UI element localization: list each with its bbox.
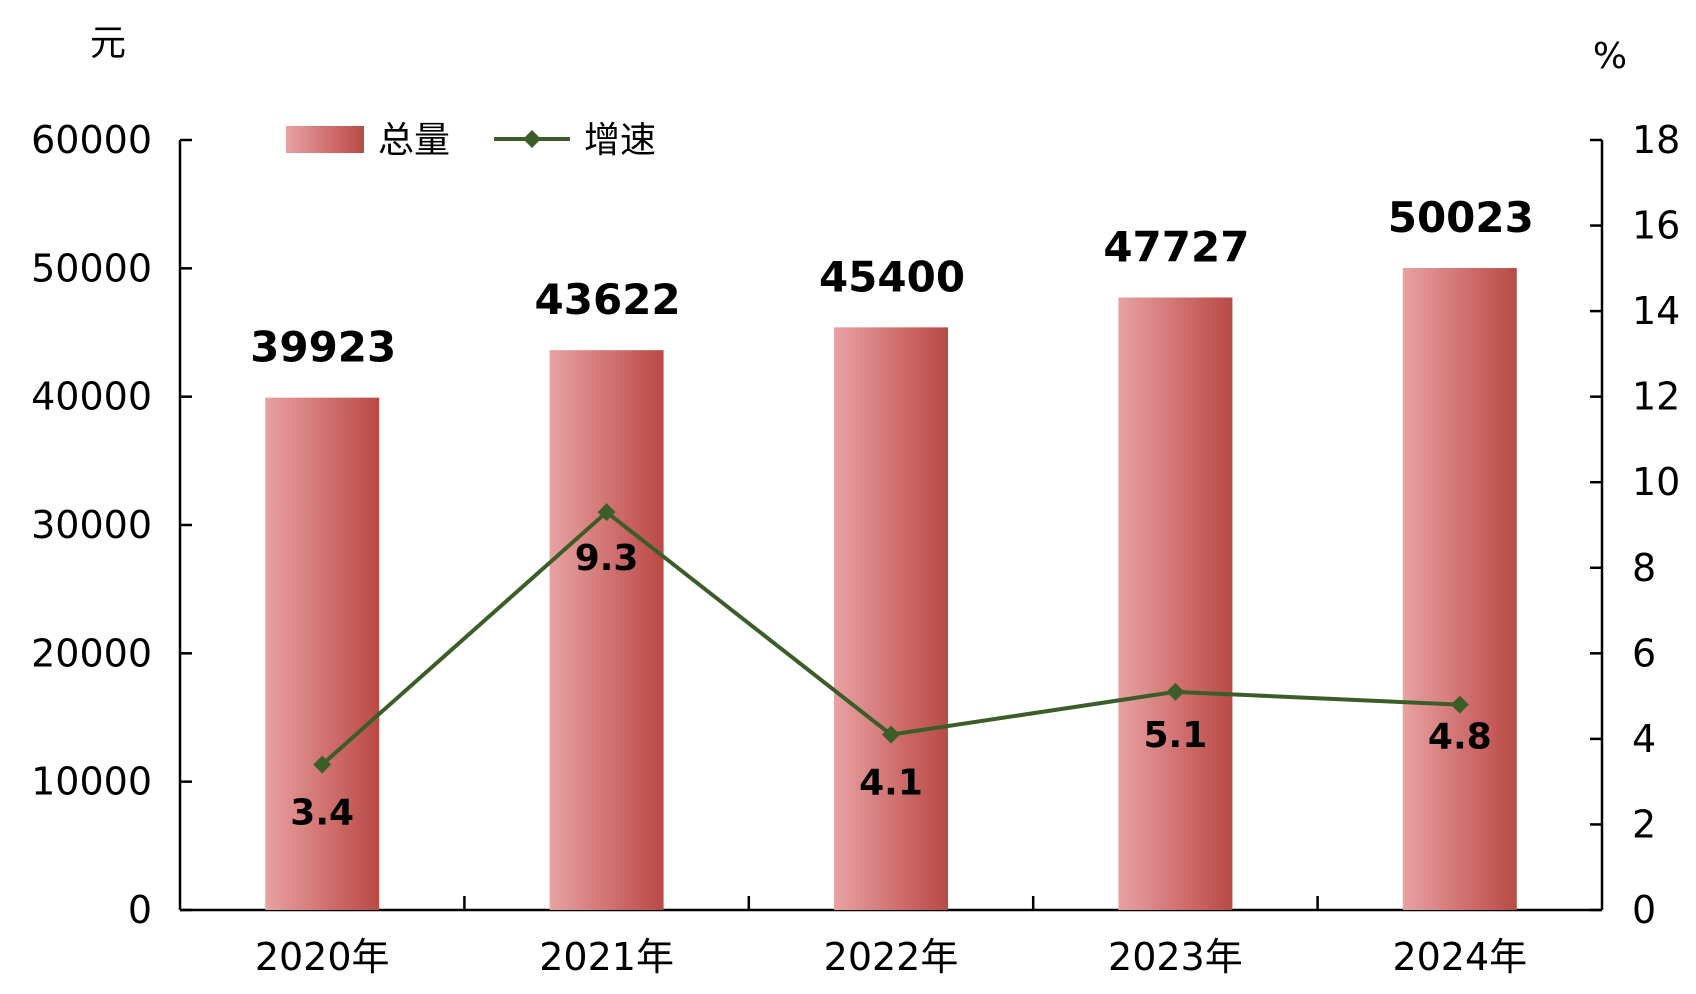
right-tick-label: 16: [1632, 204, 1680, 248]
legend-line-marker: [523, 130, 541, 148]
bar: [1402, 268, 1517, 910]
bar: [265, 397, 380, 910]
x-tick-label: 2023年: [1108, 935, 1243, 979]
x-tick-label: 2020年: [255, 935, 390, 979]
growth-point: [882, 725, 900, 744]
left-tick-label: 20000: [31, 631, 152, 675]
growth-value-label: 5.1: [1144, 715, 1208, 756]
bar: [834, 327, 948, 910]
right-tick-label: 4: [1632, 717, 1656, 761]
growth-value-label: 3.4: [290, 793, 354, 834]
bar-value-label: 45400: [819, 252, 965, 301]
left-tick-label: 30000: [31, 503, 152, 547]
growth-value-label: 4.1: [859, 763, 923, 804]
left-tick-label: 0: [128, 888, 152, 932]
growth-point: [1166, 682, 1185, 701]
legend-line-label: 增速: [584, 120, 656, 161]
right-tick-label: 10: [1632, 460, 1680, 504]
legend-bar-swatch: [286, 126, 364, 153]
right-tick-label: 12: [1632, 375, 1680, 419]
bars: [265, 268, 1517, 910]
x-tick-label: 2021年: [539, 935, 674, 979]
growth-value-label: 4.8: [1428, 717, 1492, 758]
x-tick-label: 2022年: [824, 935, 959, 979]
bar: [549, 350, 664, 910]
axes: 0 10000 20000 30000 40000 50000 60000 0 2 4 6 8 10 12…: [31, 23, 1680, 979]
bar-value-label: 39923: [250, 323, 396, 372]
right-tick-label: 8: [1632, 546, 1656, 590]
left-axis-unit: 元: [90, 23, 126, 64]
left-tick-label: 50000: [31, 246, 152, 290]
right-tick-label: 18: [1632, 118, 1680, 162]
left-tick-label: 60000: [31, 118, 152, 162]
bar-value-label: 50023: [1388, 193, 1534, 242]
right-tick-label: 6: [1632, 631, 1656, 675]
left-tick-label: 10000: [31, 760, 152, 804]
growth-value-label: 9.3: [575, 538, 639, 579]
growth-line: [313, 503, 1469, 774]
growth-point: [1450, 695, 1469, 714]
growth-point: [313, 755, 332, 774]
bar-value-label: 43622: [535, 275, 681, 324]
growth-point: [597, 503, 616, 522]
bar: [1118, 297, 1233, 910]
legend: 总量 增速: [286, 120, 656, 161]
legend-bar-label: 总量: [378, 120, 450, 161]
x-tick-label: 2024年: [1392, 935, 1527, 979]
bar-value-label: 47727: [1103, 223, 1249, 272]
data-labels: 39923 43622 45400 47727 50023 3.4 9.3 4.1 5.1 4.8: [250, 193, 1534, 834]
right-tick-label: 0: [1632, 888, 1656, 932]
right-tick-label: 2: [1632, 802, 1656, 846]
left-tick-label: 40000: [31, 375, 152, 419]
right-tick-label: 14: [1632, 289, 1680, 333]
right-axis-unit: %: [1593, 36, 1627, 77]
